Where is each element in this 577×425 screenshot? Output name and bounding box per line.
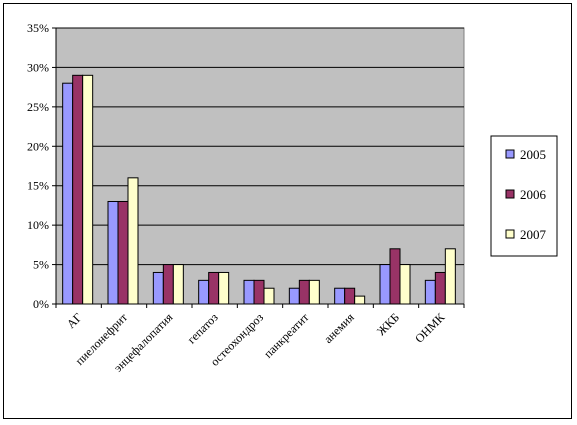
y-tick-label: 10% [27,218,49,232]
legend-label-2005: 2005 [520,147,546,162]
y-tick-label: 15% [27,179,49,193]
bar-2006-8 [434,271,446,305]
bar-2007-7 [399,264,411,305]
y-axis-ticks: 0% 5% 10% 15% 20% 25% 30% 35% [27,21,56,311]
x-category-label: панкреатит [261,310,312,361]
y-tick-label: 30% [27,60,49,74]
legend-swatch-2007 [505,229,515,239]
x-category-label: АГ [64,310,85,331]
x-category-label: гепатоз [184,310,220,346]
bar-2007-2 [172,264,184,305]
bar-2006-7 [389,248,401,305]
bar-2007-0 [82,74,94,305]
bar-2006-3 [208,271,220,305]
bar-2005-8 [424,279,436,305]
bar-2006-5 [298,279,310,305]
bar-2007-3 [218,271,230,305]
legend-swatch-2005 [505,149,515,159]
legend-label-2006: 2006 [520,187,547,202]
legend-box [490,135,558,257]
bar-2005-4 [243,279,255,305]
bar-2005-1 [107,200,119,305]
y-tick-label: 5% [33,258,49,272]
bar-2007-6 [354,295,366,305]
bar-2007-8 [444,248,456,305]
bar-2006-1 [117,200,129,305]
bar-2005-7 [379,264,391,305]
bar-2005-2 [152,271,164,305]
legend-label-2007: 2007 [520,227,547,242]
y-tick-label: 20% [27,139,49,153]
bar-2006-0 [72,74,84,305]
y-tick-label: 0% [33,297,49,311]
y-tick-label: 35% [27,21,49,35]
x-category-label: ОНМК [412,310,448,346]
legend-swatch-2006 [505,189,515,199]
y-tick-label: 25% [27,100,49,114]
bar-2007-4 [263,287,275,305]
x-category-label: ЖКБ [374,310,402,338]
legend: 2005 2006 2007 [490,135,558,257]
bar-2007-1 [127,177,139,305]
bar-2005-0 [62,82,74,305]
bar-2005-6 [334,287,346,305]
bar-2007-5 [308,279,320,305]
bar-2005-5 [288,287,300,305]
x-category-label: анемия [321,310,357,346]
bar-2006-2 [162,264,174,305]
bar-2006-6 [344,287,356,305]
bars [62,74,456,305]
bar-2006-4 [253,279,265,305]
bar-2005-3 [198,279,210,305]
